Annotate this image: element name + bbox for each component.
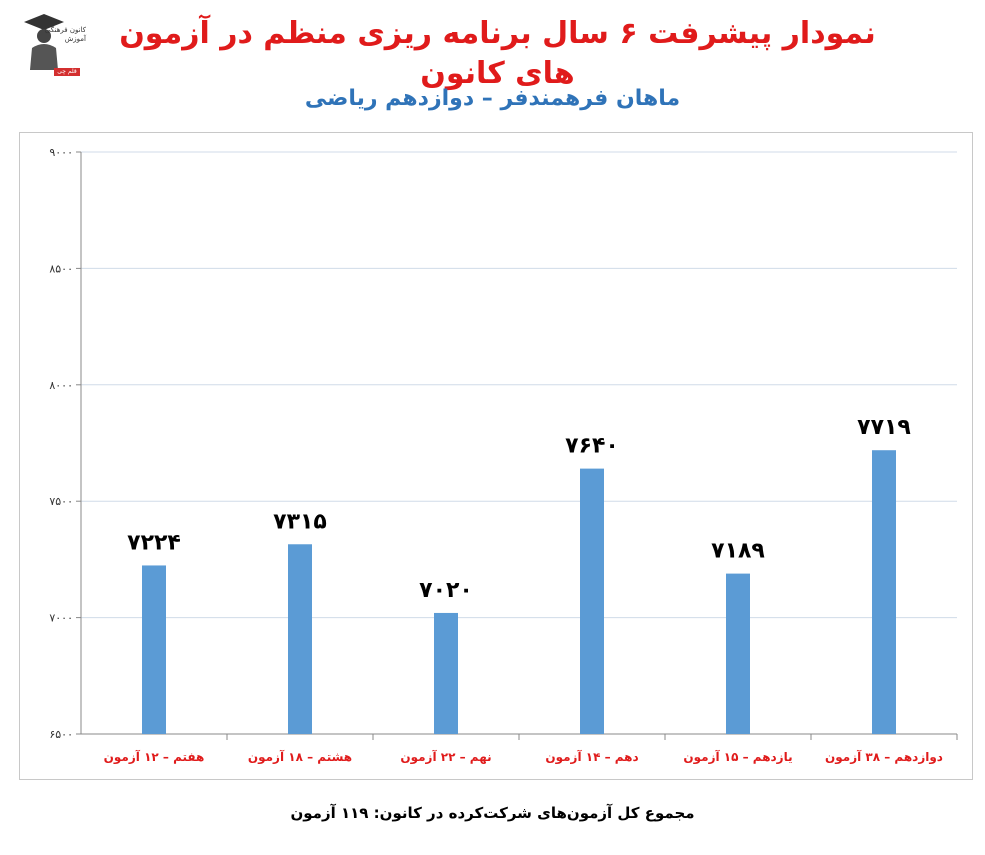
bar <box>580 468 604 734</box>
bar <box>434 612 458 734</box>
page-subtitle: ماهان فرهمندفر – دوازدهم ریاضی <box>304 86 681 111</box>
y-tick-label: ۸۵۰۰ <box>49 262 73 275</box>
category-label: دوازدهم – ۳۸ آزمون <box>825 749 943 765</box>
data-label: ۷۱۸۹ <box>711 539 765 564</box>
chart-frame: ۶۵۰۰ ۷۰۰۰ ۷۵۰۰ ۸۰۰۰ ۸۵۰۰ ۹۰۰۰ ۷۲۲۴ هفتم – ۱۲ آز… <box>19 132 973 780</box>
logo-text: کانون فرهنگی آموزش <box>44 26 86 43</box>
y-tick-label: ۸۰۰۰ <box>49 379 73 392</box>
footer-summary: مجموع کل آزمون‌های شرکت‌کرده در کانون: ۱… <box>290 804 695 822</box>
y-tick-label: ۶۵۰۰ <box>49 728 73 741</box>
bar-chart: ۶۵۰۰ ۷۰۰۰ ۷۵۰۰ ۸۰۰۰ ۸۵۰۰ ۹۰۰۰ ۷۲۲۴ هفتم – ۱۲ آز… <box>49 146 958 765</box>
data-label: ۷۶۴۰ <box>565 434 619 459</box>
data-label: ۷۷۱۹ <box>857 415 911 440</box>
bar <box>288 544 312 734</box>
page-title: نمودار پیشرفت ۶ سال برنامه ریزی منظم در … <box>119 16 876 91</box>
bar <box>872 450 896 734</box>
data-label: ۷۳۱۵ <box>273 509 327 534</box>
category-label: دهم – ۱۴ آزمون <box>545 749 638 765</box>
kanoon-logo: کانون فرهنگی آموزش قلم چی <box>18 8 86 76</box>
y-tick-label: ۷۵۰۰ <box>49 495 73 508</box>
category-label: هفتم – ۱۲ آزمون <box>104 749 205 765</box>
data-label: ۷۲۲۴ <box>127 530 181 555</box>
bar <box>142 565 166 734</box>
y-tick-label: ۹۰۰۰ <box>49 146 73 159</box>
logo-badge: قلم چی <box>54 68 80 76</box>
y-tick-label: ۷۰۰۰ <box>49 612 73 625</box>
category-label: نهم – ۲۲ آزمون <box>400 749 491 765</box>
category-label: یازدهم – ۱۵ آزمون <box>683 749 792 765</box>
data-label: ۷۰۲۰ <box>419 578 473 603</box>
bar <box>726 573 750 734</box>
graduate-logo-icon <box>24 14 64 70</box>
category-label: هشتم – ۱۸ آزمون <box>248 749 352 765</box>
